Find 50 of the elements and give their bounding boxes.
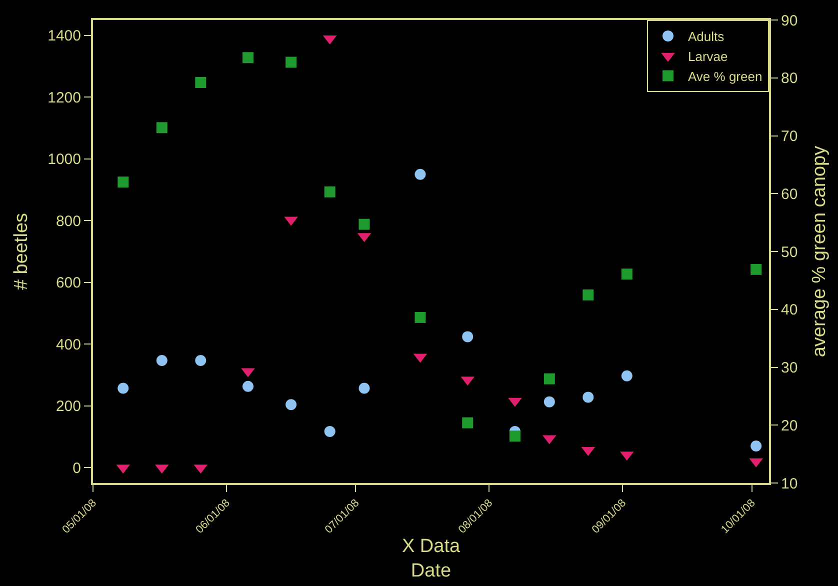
- y2-tick-label: 70: [781, 128, 798, 145]
- point: [242, 52, 254, 64]
- y2-tick-label: 30: [781, 360, 798, 376]
- y2-tick-label: 40: [781, 302, 798, 319]
- point: [582, 289, 594, 300]
- point: [156, 354, 168, 366]
- y-tick-label: 400: [56, 336, 81, 354]
- legend-label: Larvae: [688, 48, 728, 64]
- point: [582, 392, 594, 403]
- point: [358, 218, 370, 230]
- y-tick-label: 1400: [48, 28, 81, 45]
- point: [414, 168, 426, 180]
- point: [118, 382, 129, 394]
- point: [324, 426, 336, 437]
- point: [462, 417, 474, 428]
- legend-label: Ave % green: [688, 68, 762, 84]
- point: [750, 440, 762, 452]
- y2-axis-title: average % green canopy: [808, 145, 830, 358]
- y-tick-label: 600: [56, 274, 81, 292]
- point: [462, 331, 474, 342]
- y2-tick-label: 90: [781, 12, 798, 30]
- y-tick-label: 1000: [48, 151, 81, 168]
- y2-tick-label: 10: [781, 475, 798, 492]
- point: [286, 56, 297, 68]
- y-tick-label: 800: [56, 212, 81, 230]
- point: [509, 430, 520, 442]
- point: [414, 312, 426, 323]
- point: [621, 268, 632, 280]
- y-axis-title: # beetles: [10, 212, 32, 290]
- point: [118, 176, 129, 188]
- point: [195, 77, 206, 88]
- point: [156, 122, 168, 134]
- y-tick-label: 0: [72, 460, 81, 477]
- point: [621, 370, 632, 382]
- y2-tick-label: 20: [781, 417, 798, 434]
- legend-label: Adults: [688, 29, 725, 44]
- point: [286, 399, 297, 410]
- y-tick-label: 200: [56, 398, 81, 416]
- point: [242, 380, 254, 392]
- point: [750, 264, 762, 275]
- point: [358, 382, 370, 394]
- x-axis-title: X Data Date: [402, 536, 460, 582]
- y2-tick-label: 50: [781, 244, 798, 261]
- point: [195, 354, 206, 366]
- point: [324, 186, 336, 198]
- y2-tick-label: 80: [781, 70, 798, 88]
- point: [544, 396, 555, 408]
- y2-tick-label: 60: [781, 186, 798, 203]
- point: [544, 373, 555, 384]
- y-tick-label: 1200: [48, 89, 81, 106]
